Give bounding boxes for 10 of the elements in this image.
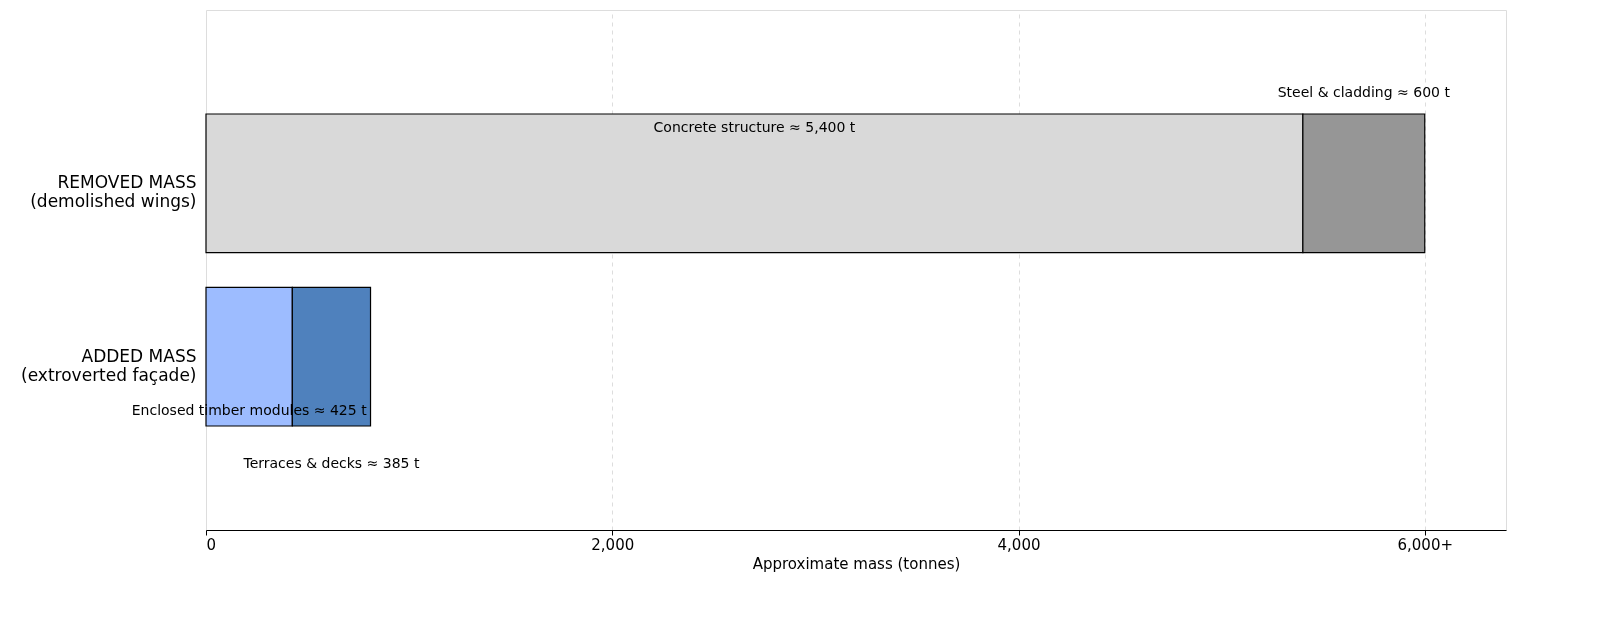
x-tick-label: 6,000+	[1397, 535, 1454, 554]
y-tick-label: REMOVED MASS (demolished wings)	[30, 172, 197, 212]
x-axis-title: Approximate mass (tonnes)	[752, 554, 961, 573]
annotation: Concrete structure ≈ 5,400 t	[653, 119, 856, 136]
annotation: Steel & cladding ≈ 600 t	[1277, 84, 1451, 101]
y-tick-label: ADDED MASS (extroverted façade)	[21, 345, 197, 385]
x-tick-label: 2,000	[591, 535, 635, 554]
annotation: Terraces & decks ≈ 385 t	[242, 454, 420, 471]
x-tick-label: 0	[206, 535, 217, 554]
x-tick-label: 4,000	[997, 535, 1041, 554]
